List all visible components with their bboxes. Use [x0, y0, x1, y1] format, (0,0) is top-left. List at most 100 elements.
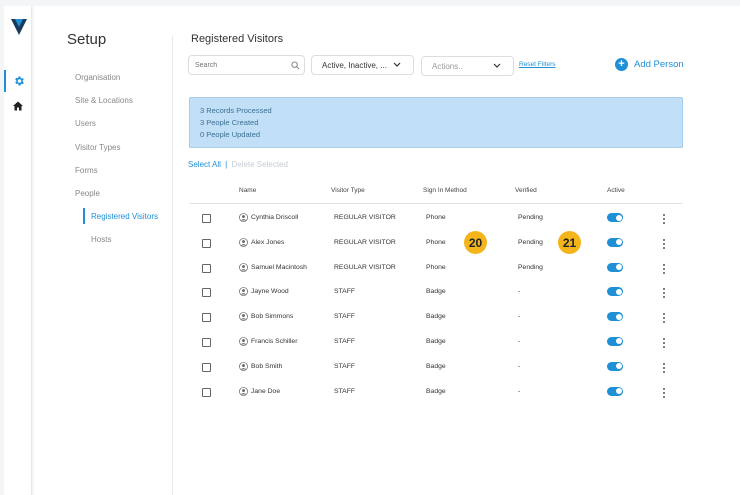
row-checkbox[interactable] — [202, 263, 211, 273]
cell-name[interactable]: Alex Jones — [251, 238, 285, 246]
cell-verified: Pending — [518, 214, 543, 221]
row-checkbox[interactable] — [202, 387, 211, 397]
setup-title: Setup — [67, 31, 107, 48]
cell-visitor-type: REGULAR VISITOR — [334, 214, 396, 221]
more-vertical-icon[interactable] — [662, 387, 666, 399]
cell-visitor-type: STAFF — [334, 362, 356, 370]
row-checkbox[interactable] — [202, 238, 211, 248]
cell-visitor-type: REGULAR VISITOR — [334, 263, 396, 271]
alert-people-updated: 0 People Updated — [200, 130, 261, 139]
more-vertical-icon[interactable] — [662, 312, 666, 324]
gear-icon — [15, 76, 24, 86]
user-icon — [239, 287, 248, 297]
cell-name[interactable]: Samuel Macintosh — [251, 263, 307, 271]
row-checkbox[interactable] — [202, 288, 211, 298]
page-title: Registered Visitors — [191, 33, 284, 45]
nav-users[interactable]: Users — [75, 119, 96, 129]
active-toggle[interactable] — [607, 213, 623, 222]
nav-people[interactable]: People — [75, 188, 100, 198]
header-active[interactable]: Active — [607, 187, 625, 194]
table-row[interactable]: Jane Doe STAFF Badge - — [190, 380, 682, 405]
brand-logo-icon[interactable] — [10, 16, 28, 36]
chevron-down-icon — [393, 62, 401, 67]
nav-registered-visitors[interactable]: Registered Visitors — [75, 208, 158, 234]
callout-badge: 20 — [464, 231, 487, 254]
rail-settings[interactable] — [4, 70, 32, 92]
search-input[interactable] — [188, 55, 305, 75]
cell-visitor-type: STAFF — [334, 387, 356, 395]
more-vertical-icon[interactable] — [662, 362, 666, 374]
cell-name[interactable]: Jane Doe — [251, 387, 281, 395]
user-icon — [239, 213, 248, 222]
setup-nav: Organisation Site & Locations Users Visi… — [75, 72, 158, 258]
header-sign-in-method[interactable]: Sign In Method — [423, 187, 467, 194]
cell-name[interactable]: Bob Smith — [251, 362, 283, 370]
active-toggle[interactable] — [607, 262, 623, 272]
active-toggle[interactable] — [607, 386, 623, 396]
icon-rail — [4, 6, 32, 495]
header-name[interactable]: Name — [239, 187, 257, 194]
table-row[interactable]: Alex Jones REGULAR VISITOR Phone Pending — [190, 231, 682, 256]
delete-selected-link[interactable]: Delete Selected — [231, 160, 288, 169]
active-toggle[interactable] — [607, 312, 623, 322]
selection-separator: | — [225, 160, 228, 169]
nav-organisation[interactable]: Organisation — [75, 73, 121, 82]
cell-verified: Pending — [518, 263, 543, 271]
user-icon — [239, 361, 248, 371]
visitor-table-body: Cynthia Driscoll REGULAR VISITOR Phone Pend… — [190, 206, 682, 404]
cell-sign-in-method: Badge — [426, 337, 446, 345]
nav-site-locations[interactable]: Site & Locations — [75, 96, 133, 106]
more-vertical-icon[interactable] — [662, 287, 666, 299]
cell-name[interactable]: Jayne Wood — [251, 288, 289, 296]
more-vertical-icon[interactable] — [662, 337, 666, 349]
row-checkbox[interactable] — [202, 337, 211, 347]
cell-sign-in-method: Badge — [426, 387, 446, 395]
select-all-link[interactable]: Select All — [188, 160, 221, 169]
status-filter-dropdown[interactable]: Active, Inactive, ... — [311, 55, 414, 75]
add-person-button[interactable]: + Add Person — [615, 58, 684, 71]
row-checkbox[interactable] — [202, 214, 211, 223]
row-checkbox[interactable] — [202, 313, 211, 323]
table-row[interactable]: Bob Simmons STAFF Badge - — [190, 305, 682, 330]
header-visitor-type[interactable]: Visitor Type — [331, 187, 365, 194]
table-row[interactable]: Cynthia Driscoll REGULAR VISITOR Phone Pend… — [190, 206, 682, 231]
actions-placeholder: Actions.. — [432, 61, 463, 71]
table-row[interactable]: Samuel Macintosh REGULAR VISITOR Phone Pend… — [190, 256, 682, 281]
nav-forms[interactable]: Forms — [75, 165, 98, 175]
more-vertical-icon[interactable] — [662, 213, 666, 225]
user-icon — [239, 237, 248, 247]
cell-visitor-type: STAFF — [334, 337, 356, 345]
main-panel — [34, 6, 740, 495]
reset-filters-link[interactable]: Reset Filters — [519, 61, 556, 68]
active-toggle[interactable] — [607, 336, 623, 346]
row-checkbox[interactable] — [202, 362, 211, 372]
header-verified[interactable]: Verified — [515, 187, 537, 194]
table-row[interactable]: Jayne Wood STAFF Badge - — [190, 280, 682, 305]
cell-verified: - — [518, 337, 521, 345]
active-toggle[interactable] — [607, 237, 623, 247]
more-vertical-icon[interactable] — [662, 263, 666, 275]
table-row[interactable]: Francis Schiller STAFF Badge - — [190, 330, 682, 355]
nav-visitor-types[interactable]: Visitor Types — [75, 142, 121, 152]
table-row[interactable]: Bob Smith STAFF Badge - — [190, 355, 682, 380]
active-toggle[interactable] — [607, 361, 623, 371]
cell-visitor-type: STAFF — [334, 288, 356, 296]
cell-verified: - — [518, 387, 521, 395]
cell-sign-in-method: Phone — [426, 214, 446, 221]
cell-verified: - — [518, 288, 521, 296]
cell-verified: - — [518, 362, 521, 370]
cell-name[interactable]: Bob Simmons — [251, 313, 294, 321]
active-toggle[interactable] — [607, 287, 623, 297]
actions-dropdown[interactable]: Actions.. — [421, 56, 514, 76]
selection-bar: Select All | Delete Selected — [188, 160, 288, 169]
nav-hosts[interactable]: Hosts — [91, 235, 112, 245]
cell-visitor-type: REGULAR VISITOR — [334, 238, 396, 246]
search-icon[interactable] — [291, 61, 300, 70]
import-result-alert: 3 Records Processed 3 People Created 0 P… — [189, 97, 683, 148]
user-icon — [239, 262, 248, 272]
cell-name[interactable]: Francis Schiller — [251, 337, 298, 345]
cell-name[interactable]: Cynthia Driscoll — [251, 214, 299, 221]
plus-icon: + — [615, 58, 628, 71]
rail-home[interactable] — [4, 95, 32, 117]
more-vertical-icon[interactable] — [662, 238, 666, 250]
